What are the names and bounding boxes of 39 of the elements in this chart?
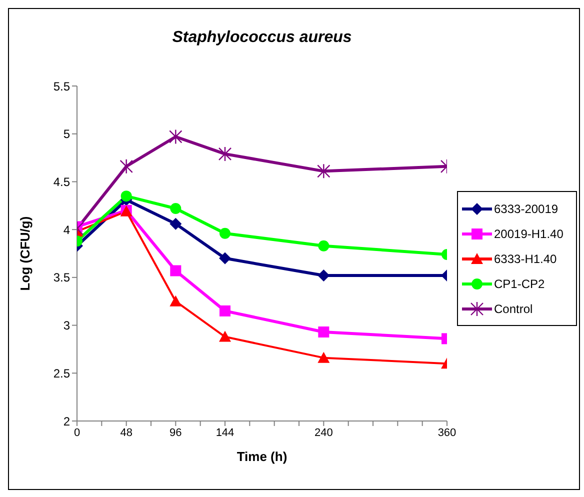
point (170, 295, 182, 306)
x-tick-label: 144 (216, 426, 234, 439)
y-tick-label: 4 (63, 222, 70, 237)
point (219, 252, 231, 264)
x-tick-label: 360 (438, 426, 456, 439)
legend-label: Control (494, 302, 533, 316)
legend-label: 6333-H1.40 (494, 252, 557, 266)
y-tick-label: 5 (63, 127, 70, 142)
point (317, 164, 330, 179)
y-axis-title: Log (CFU/g) (18, 216, 33, 291)
point (220, 228, 230, 239)
y-tick-label: 3.5 (53, 270, 70, 285)
x-tick-label: 0 (74, 426, 80, 439)
point (120, 158, 133, 174)
point (318, 240, 330, 252)
point (218, 146, 232, 162)
x-tick-label: 240 (314, 426, 333, 439)
legend-label: CP1-CP2 (494, 276, 545, 290)
x-tick-label: 96 (170, 426, 182, 439)
y-tick-label: 3 (63, 318, 70, 333)
x-axis-title: Time (h) (236, 449, 288, 464)
chart-title: Staphylococcus aureus (171, 29, 353, 47)
point (170, 203, 182, 214)
x-tick-label: 48 (120, 426, 132, 439)
y-tick-label: 5.5 (53, 79, 70, 94)
legend-label: 6333-20019 (494, 202, 558, 216)
y-tick-label: 4.5 (53, 174, 70, 189)
legend-label: 20019-H1.40 (494, 226, 564, 240)
y-tick-label: 2 (63, 414, 70, 428)
point (318, 270, 330, 282)
point (318, 352, 330, 363)
point (169, 129, 182, 144)
point (170, 218, 182, 230)
point (220, 305, 230, 316)
point (219, 330, 231, 342)
y-tick-label: 2.5 (53, 366, 70, 380)
point (120, 190, 132, 202)
point (170, 265, 182, 276)
point (318, 326, 330, 338)
